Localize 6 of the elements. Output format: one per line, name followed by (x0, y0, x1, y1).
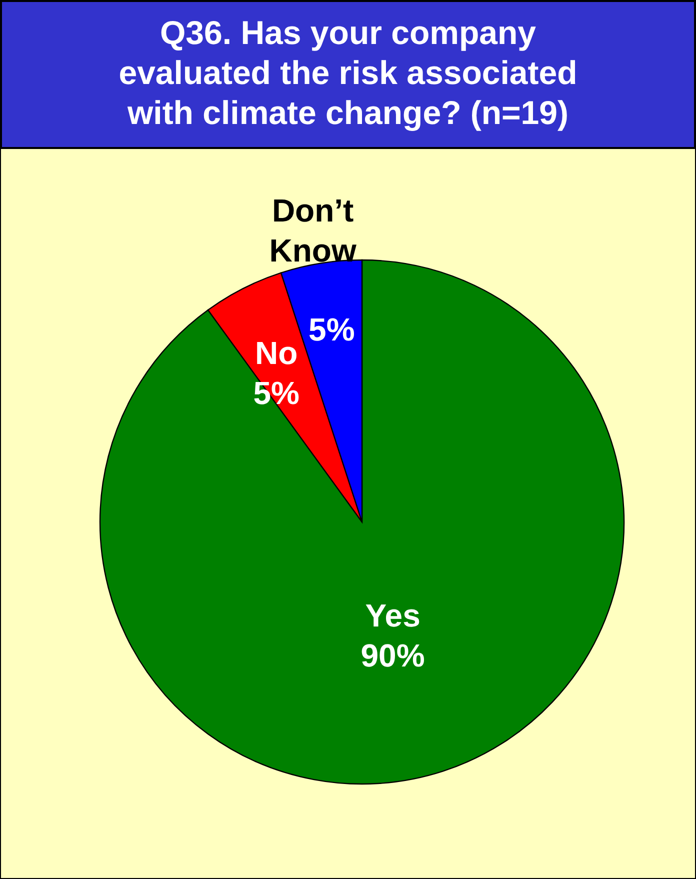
chart-title: Q36. Has your company evaluated the risk associated with climate change? (n=19) (118, 14, 578, 131)
slice-label: Don’t Know (269, 192, 356, 268)
data-label: 90% (360, 638, 425, 674)
slice-label: No (255, 334, 298, 371)
data-label: 5% (308, 312, 355, 348)
slice-label: Yes (365, 598, 420, 634)
